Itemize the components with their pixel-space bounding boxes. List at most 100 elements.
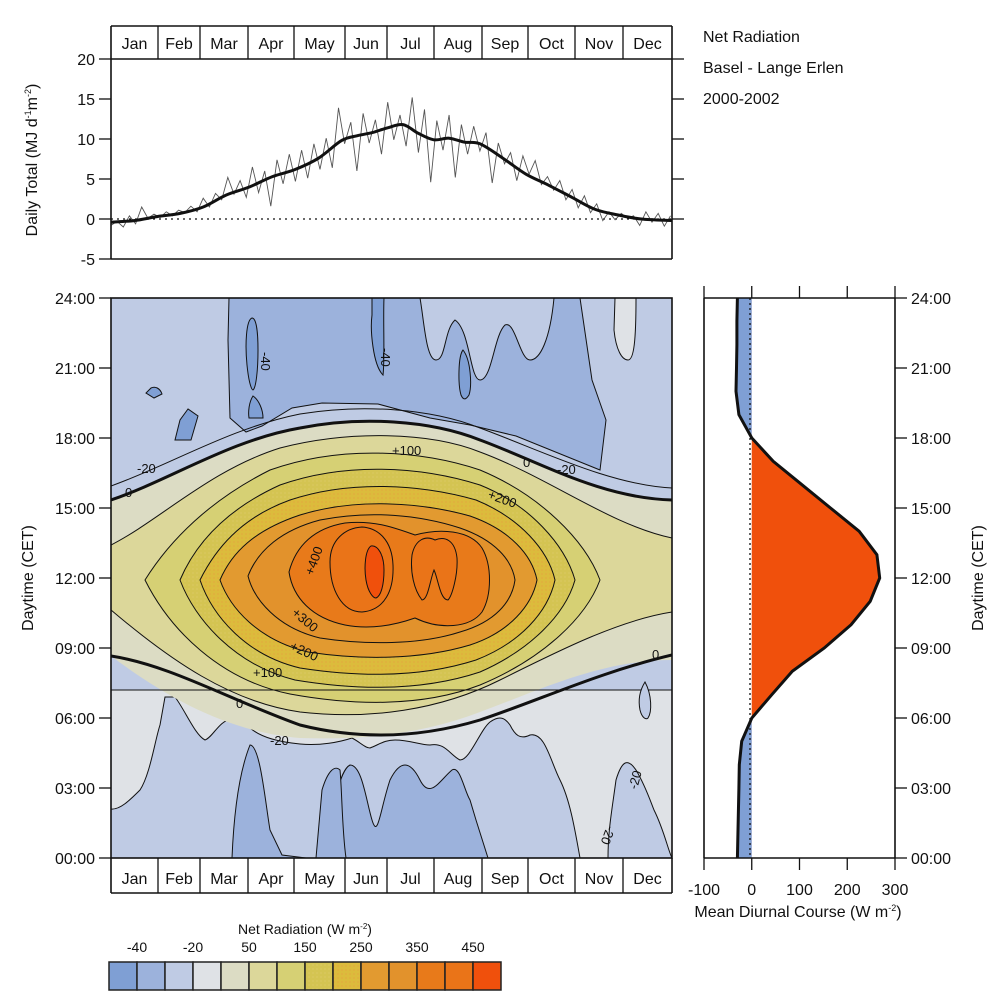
contour-band-minus40-d bbox=[174, 408, 199, 441]
diurnal-course-line bbox=[734, 297, 882, 859]
legend-tick-label: 450 bbox=[461, 939, 485, 955]
y-tick-label: 06:00 bbox=[911, 711, 951, 728]
diurnal-contour-panel: -40 -40 -20 -20 -20 -20 -20 0 0 0 0 +100… bbox=[20, 291, 673, 894]
month-label-aug: Aug bbox=[444, 36, 472, 53]
daily-total-y-label: Daily Total (MJ d-1m-2) bbox=[23, 84, 41, 237]
y-tick-label: 09:00 bbox=[911, 641, 951, 658]
chart-title-block: Net Radiation Basel - Lange Erlen 2000-2… bbox=[703, 22, 844, 115]
contour-label: +100 bbox=[392, 443, 421, 458]
x-tick-label: 300 bbox=[882, 882, 909, 899]
y-tick-label: 00:00 bbox=[55, 851, 95, 868]
smoothed-mean-line bbox=[111, 122, 672, 224]
contour-label: -20 bbox=[557, 462, 576, 477]
diurnal-x-label: Mean Diurnal Course (W m-2) bbox=[694, 903, 901, 921]
y-tick-label: 00:00 bbox=[911, 851, 951, 868]
contour-band-400-450 bbox=[329, 526, 458, 613]
month-label-may: May bbox=[304, 36, 334, 53]
y-tick-label: 12:00 bbox=[55, 571, 95, 588]
legend-color-box bbox=[276, 961, 306, 991]
mean-diurnal-panel: -100 0 100 200 300 00:00 03:00 06:00 09:00 12:00… bbox=[688, 286, 987, 921]
legend-color-box bbox=[444, 961, 474, 991]
y-tick-label: 5 bbox=[86, 172, 95, 189]
month-label-jul: Jul bbox=[400, 36, 420, 53]
contour-band-minus10-evening bbox=[613, 298, 637, 361]
y-tick-label: 03:00 bbox=[911, 781, 951, 798]
month-label-jul: Jul bbox=[400, 871, 420, 888]
minus20-contour-evening bbox=[111, 408, 672, 489]
chart-location: Basel - Lange Erlen bbox=[703, 60, 844, 77]
y-tick-label: -5 bbox=[81, 252, 95, 269]
contour-label: -40 bbox=[258, 352, 273, 371]
month-label-apr: Apr bbox=[259, 36, 285, 53]
month-label-dec: Dec bbox=[633, 871, 661, 888]
legend-color-box bbox=[248, 961, 278, 991]
month-label-sep: Sep bbox=[491, 871, 520, 888]
legend-color-box bbox=[108, 961, 138, 991]
y-tick-label: 15:00 bbox=[911, 501, 951, 518]
contour-label: -20 bbox=[270, 733, 289, 748]
legend-color-box bbox=[360, 961, 390, 991]
y-tick-label: 18:00 bbox=[55, 431, 95, 448]
legend-color-box bbox=[304, 961, 334, 991]
legend-color-box bbox=[332, 961, 362, 991]
bottom-month-axis: Jan Feb Mar Apr May Jun Jul Aug Sep Oct Nov Dec bbox=[110, 858, 673, 894]
y-tick-label: 12:00 bbox=[911, 571, 951, 588]
diurnal-positive-area bbox=[751, 298, 880, 858]
legend-color-box bbox=[220, 961, 250, 991]
y-tick-label: 24:00 bbox=[911, 291, 951, 308]
contour-band-minus40-e bbox=[370, 298, 385, 377]
y-tick-label: 21:00 bbox=[911, 361, 951, 378]
month-label-jun: Jun bbox=[353, 36, 379, 53]
legend-tick-label: -20 bbox=[183, 939, 203, 955]
y-tick-label: 18:00 bbox=[911, 431, 951, 448]
month-label-mar: Mar bbox=[210, 36, 238, 53]
month-label-jan: Jan bbox=[122, 871, 148, 888]
y-tick-label: 15 bbox=[77, 92, 95, 109]
contour-label: +100 bbox=[253, 665, 282, 680]
contour-band-minus40-f bbox=[458, 349, 472, 400]
legend-color-box bbox=[192, 961, 222, 991]
contour-band-minus30-morning bbox=[231, 744, 489, 858]
contour-label: 0 bbox=[652, 647, 659, 662]
legend-color-box bbox=[472, 961, 502, 991]
month-label-sep: Sep bbox=[491, 36, 520, 53]
legend-tick-label: 350 bbox=[405, 939, 429, 955]
y-tick-label: 15:00 bbox=[55, 501, 95, 518]
legend-tick-label: 250 bbox=[349, 939, 373, 955]
month-label-nov: Nov bbox=[585, 871, 613, 888]
legend-color-box bbox=[388, 961, 418, 991]
month-label-nov: Nov bbox=[585, 36, 613, 53]
daily-total-panel: Jan Feb Mar Apr May Jun Jul Aug Sep Oct Nov Dec -5 0… bbox=[23, 25, 684, 269]
legend-color-boxes bbox=[108, 961, 502, 991]
y-tick-label: 10 bbox=[77, 132, 95, 149]
contour-label: 0 bbox=[125, 485, 132, 500]
contour-band-450-plus bbox=[364, 545, 385, 599]
y-tick-label: 03:00 bbox=[55, 781, 95, 798]
month-label-dec: Dec bbox=[633, 36, 661, 53]
y-tick-label: 0 bbox=[86, 212, 95, 229]
color-legend: Net Radiation (W m-2) -40 -20 50 150 250 350 4… bbox=[108, 921, 502, 991]
diurnal-x-axis: -100 0 100 200 300 bbox=[688, 286, 908, 899]
month-label-aug: Aug bbox=[444, 871, 472, 888]
month-label-mar: Mar bbox=[210, 871, 238, 888]
legend-color-box bbox=[164, 961, 194, 991]
month-label-jun: Jun bbox=[353, 871, 379, 888]
contour-band-minus10-morning bbox=[111, 689, 672, 858]
contour-label: 0 bbox=[236, 696, 243, 711]
chart-period: 2000-2002 bbox=[703, 91, 780, 108]
x-tick-label: 100 bbox=[786, 882, 813, 899]
contour-band-minus40-c bbox=[145, 386, 163, 399]
top-month-header: Jan Feb Mar Apr May Jun Jul Aug Sep Oct Nov Dec bbox=[111, 25, 672, 60]
daily-total-y-axis: -5 0 5 10 15 20 bbox=[77, 52, 684, 269]
legend-tick-label: 50 bbox=[241, 939, 257, 955]
legend-color-box bbox=[136, 961, 166, 991]
contour-label: -20 bbox=[625, 769, 644, 791]
y-tick-label: 21:00 bbox=[55, 361, 95, 378]
isolated-minus20-patch bbox=[638, 681, 652, 720]
zero-contour-morning bbox=[111, 653, 672, 737]
x-tick-label: -100 bbox=[688, 882, 720, 899]
month-label-feb: Feb bbox=[165, 871, 193, 888]
month-label-jan: Jan bbox=[122, 36, 148, 53]
contour-band-minus40-a bbox=[245, 317, 259, 391]
daily-values-line bbox=[111, 97, 671, 228]
